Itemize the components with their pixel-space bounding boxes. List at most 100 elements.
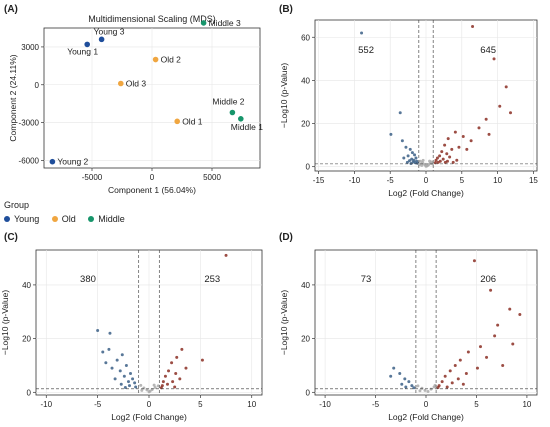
down-point [392,366,396,370]
y-tick-label: 0 [35,81,40,90]
up-count: 253 [204,274,220,285]
down-point [402,156,406,160]
down-point [398,372,402,376]
down-point [410,151,414,155]
up-point [434,158,438,162]
up-point [440,380,444,384]
point-label: Young 3 [94,26,125,36]
ns-point [416,384,420,388]
up-point [461,134,465,138]
up-point [440,150,444,154]
y-tick-label: -6000 [19,156,40,165]
mds-point [98,36,105,43]
up-point [493,334,497,338]
y-axis-label: −Log10 (p-Value) [0,290,10,355]
up-point [465,147,469,151]
x-tick-label: 0 [147,400,152,409]
up-count: 206 [480,274,496,285]
x-axis-label: Component 1 (56.04%) [108,185,196,195]
up-point [472,259,476,263]
volcano-panel-d: (D) -10 -5 0 5 10 0 20 40 Log2 (Fold Change) −Log1… [279,232,538,422]
point-label: Old 1 [182,116,203,126]
down-point [131,377,135,381]
panel-label: (B) [279,4,293,15]
down-point [123,385,127,389]
x-tick-label: -10 [349,176,361,185]
legend-dot-middle [88,216,95,222]
x-tick-label: 0 [424,400,429,409]
up-point [511,342,515,346]
up-point [450,381,454,385]
y-tick-label: 20 [22,335,31,344]
down-point [126,380,130,384]
ns-point [153,385,157,389]
up-point [484,117,488,121]
down-point [118,369,122,373]
down-point [400,382,404,386]
legend-label-young: Young [14,214,40,224]
up-point [167,369,171,373]
ns-point [426,390,430,394]
down-point [122,374,126,378]
mds-point [238,116,244,122]
y-tick-label: 3000 [21,43,39,52]
down-point [408,147,412,151]
up-point [478,345,482,349]
mds-point [84,41,90,48]
mds-panel: (A) Multidimensional Scaling (MDS) -5000 0 5… [4,4,263,195]
up-point [461,382,465,386]
volcano-panel-c: (C) -10 -5 0 5 10 0 20 40 Log2 (Fold Change) −Log1… [0,232,263,422]
up-point [170,361,174,365]
y-tick-label: 0 [306,163,311,172]
point-label: Middle 3 [209,18,241,28]
up-point [485,355,489,359]
x-tick-label: 0 [424,176,429,185]
y-tick-label: 40 [22,281,31,290]
up-point [496,323,500,327]
up-point [455,158,459,162]
x-tick-label: 5000 [203,173,221,182]
down-point [406,154,410,158]
mds-point [118,80,124,87]
up-point [453,130,457,134]
point-label: Young 2 [57,157,88,167]
legend-title: Group [4,200,30,210]
up-point [458,358,462,362]
up-point [475,366,479,370]
x-tick-label: -15 [313,176,325,185]
x-tick-label: -10 [40,400,52,409]
up-point [464,372,468,376]
down-point [120,353,124,357]
up-point [509,111,513,115]
down-point [403,377,407,381]
legend-item-old: Old [51,214,76,224]
up-point [504,85,508,89]
up-point [443,143,447,147]
ns-point [145,388,149,392]
up-point [171,380,175,384]
y-axis-label: −Log10 (p-Value) [279,63,289,128]
up-point [436,385,440,389]
up-point [435,156,439,160]
ns-point [420,386,424,390]
up-point [445,385,449,389]
up-point [175,355,179,359]
x-tick-label: -5 [372,400,380,409]
x-axis-label: Log2 (Fold Change) [388,188,464,198]
up-point [436,160,440,164]
x-tick-label: -5 [94,400,102,409]
ns-point [418,389,422,393]
up-point [443,160,447,164]
up-point [450,147,454,151]
up-point [453,363,457,367]
x-axis-label: Log2 (Fold Change) [388,412,464,422]
ns-point [428,159,432,163]
down-point [108,331,112,335]
down-point [404,385,408,389]
up-count: 645 [480,45,496,56]
down-point [113,377,117,381]
x-axis-label: Log2 (Fold Change) [111,412,187,422]
up-point [161,380,165,384]
x-tick-label: 10 [247,400,256,409]
down-point [400,139,404,143]
